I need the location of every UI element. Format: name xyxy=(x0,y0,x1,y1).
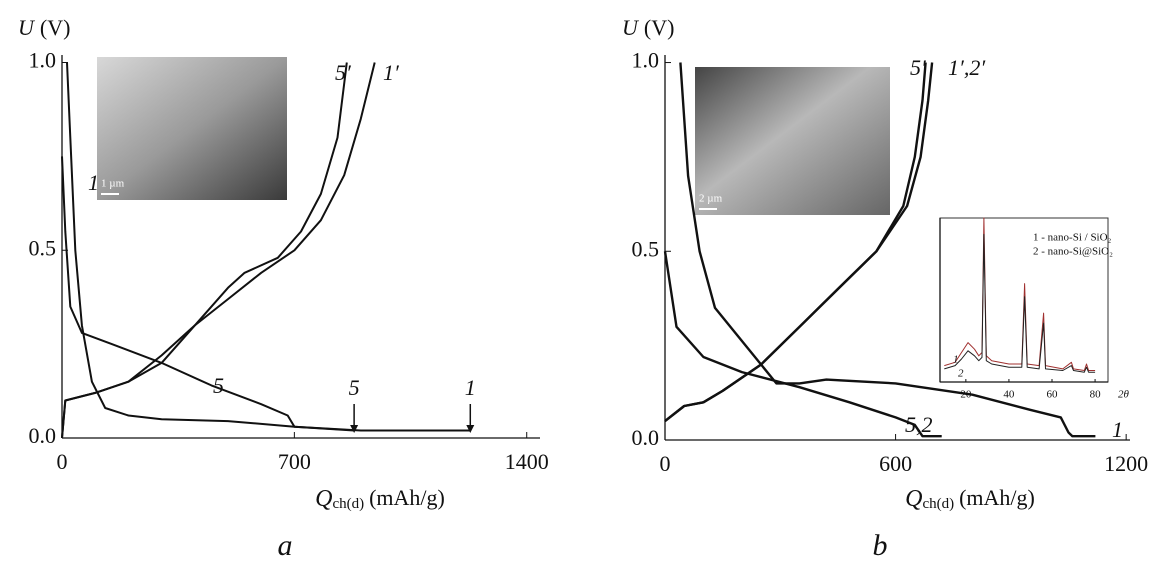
x-tick-label: 1200 xyxy=(1104,451,1148,476)
series-label: 5′ xyxy=(910,55,927,80)
series-line xyxy=(679,62,1096,438)
series-label: 1 xyxy=(88,170,99,195)
x-label-subscript: ch(d) xyxy=(922,496,954,512)
x-tick-label: 20 xyxy=(960,389,972,401)
panel-caption: b xyxy=(873,529,888,562)
x-tick-label: 700 xyxy=(278,449,311,474)
x-tick-label: 0 xyxy=(57,449,68,474)
arrow-head xyxy=(466,425,475,433)
y-tick-label: 0.0 xyxy=(632,425,660,450)
scale-bar-label: 2 µm xyxy=(699,193,723,205)
series-line xyxy=(66,62,355,432)
panel-caption: a xyxy=(278,529,293,562)
y-tick-label: 0.5 xyxy=(29,235,57,260)
x-tick-label: 0 xyxy=(660,451,671,476)
x-tick-label: 80 xyxy=(1090,389,1102,401)
series-line xyxy=(664,62,934,423)
x-axis-label: 2θ xyxy=(1118,389,1130,401)
x-tick-label: 600 xyxy=(879,451,912,476)
y-tick-label: 0.0 xyxy=(29,423,57,448)
y-label-unit: (V) xyxy=(644,15,675,40)
sem-image xyxy=(695,67,890,215)
series-line xyxy=(61,62,376,439)
series-label: 1 xyxy=(1112,417,1123,442)
x-label-subscript: ch(d) xyxy=(332,496,364,512)
y-label-unit: (V) xyxy=(40,15,71,40)
scale-bar-label: 1 µm xyxy=(101,178,125,190)
y-label-symbol: U xyxy=(622,15,640,40)
series-line xyxy=(944,233,1096,373)
series-label: 1 xyxy=(953,354,959,366)
x-tick-label: 1400 xyxy=(505,449,549,474)
series-line xyxy=(663,251,942,438)
x-label-symbol: Q xyxy=(315,486,332,512)
x-label-symbol: Q xyxy=(905,486,922,512)
legend-entry: 2 - nano-Si@SiO₂ xyxy=(1033,246,1113,258)
annotation: 5 xyxy=(349,375,360,400)
x-label-unit: (mAh/g) xyxy=(369,485,445,510)
y-label-symbol: U xyxy=(18,15,36,40)
x-tick-label: 60 xyxy=(1047,389,1059,401)
y-axis-label: U (V) xyxy=(18,15,70,40)
series-label: 2 xyxy=(958,368,964,380)
series-label: 1′,2′ xyxy=(948,55,986,80)
y-tick-label: 1.0 xyxy=(632,48,660,73)
y-tick-label: 1.0 xyxy=(29,48,57,73)
x-axis-label: Qch(d) (mAh/g) xyxy=(315,485,445,512)
y-axis-label: U (V) xyxy=(622,15,674,40)
x-label-unit: (mAh/g) xyxy=(959,485,1035,510)
x-tick-label: 40 xyxy=(1003,389,1015,401)
y-tick-label: 0.5 xyxy=(632,236,660,261)
x-axis-label: Qch(d) (mAh/g) xyxy=(905,485,1035,512)
legend-entry: 1 - nano-Si / SiO₂ xyxy=(1033,232,1112,244)
sem-image xyxy=(97,57,287,200)
series-label: 1′ xyxy=(383,60,400,85)
series-label: 5,2 xyxy=(905,412,933,437)
series-label: 5′ xyxy=(335,60,352,85)
annotation: 1 xyxy=(465,375,476,400)
arrow-head xyxy=(350,425,359,433)
series-label: 5 xyxy=(213,373,224,398)
